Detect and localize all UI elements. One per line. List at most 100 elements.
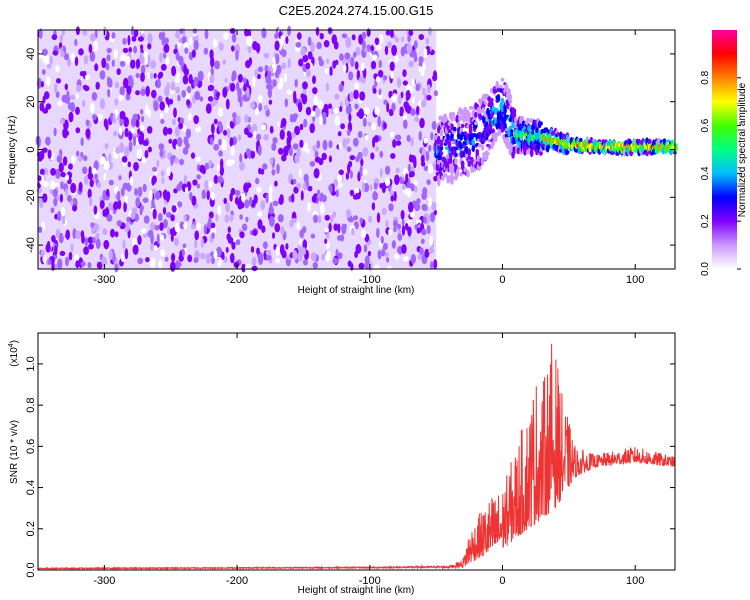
noise-cell [95, 238, 101, 249]
noise-cell [54, 83, 58, 94]
noise-cell [111, 59, 115, 67]
noise-cell [230, 159, 235, 165]
noise-cell [391, 240, 396, 249]
noise-cell [374, 178, 380, 184]
signal-cell [456, 121, 461, 128]
x-tick-label: -300 [93, 575, 115, 587]
noise-cell [122, 37, 127, 45]
noise-cell [220, 158, 224, 170]
noise-cell [427, 196, 432, 207]
signal-cell [478, 105, 482, 114]
noise-cell [272, 137, 278, 144]
noise-cell [401, 244, 407, 254]
noise-cell [235, 49, 239, 61]
noise-cell [137, 257, 144, 265]
noise-cell [153, 245, 158, 251]
signal-cell [544, 127, 549, 132]
noise-cell [281, 49, 287, 58]
noise-cell [305, 106, 312, 116]
noise-cell [300, 47, 307, 56]
noise-cell [213, 89, 217, 95]
noise-cell [118, 175, 122, 181]
noise-cell [312, 262, 318, 269]
noise-cell [373, 135, 379, 143]
noise-cell [383, 75, 388, 81]
noise-cell [326, 233, 330, 239]
noise-cell [324, 67, 330, 75]
noise-cell [400, 209, 405, 220]
signal-cell [444, 117, 449, 121]
noise-cell [137, 235, 142, 245]
noise-cell [54, 245, 58, 256]
noise-cell [378, 60, 382, 68]
noise-cell [185, 186, 189, 193]
noise-cell [115, 146, 121, 154]
noise-cell [161, 177, 165, 185]
noise-cell [258, 94, 263, 103]
noise-cell [83, 55, 89, 65]
noise-cell [332, 60, 337, 69]
snr-series-line [37, 343, 676, 571]
noise-cell [335, 249, 339, 257]
noise-cell [355, 243, 362, 254]
noise-cell [287, 132, 292, 142]
spectrogram-x-label: Height of straight line (km) [298, 285, 415, 296]
noise-cell [199, 164, 205, 173]
noise-cell [80, 230, 85, 238]
noise-cell [275, 245, 280, 256]
noise-cell [330, 106, 335, 115]
noise-cell [176, 72, 181, 82]
noise-cell [293, 186, 299, 194]
noise-cell [239, 96, 243, 108]
noise-cell [405, 90, 411, 100]
noise-cell [95, 81, 100, 90]
signal-cell [459, 171, 464, 177]
noise-cell [254, 68, 258, 78]
noise-cell [176, 136, 183, 147]
noise-cell [409, 154, 413, 163]
noise-cell [159, 52, 163, 63]
noise-cell [242, 96, 249, 102]
noise-cell [91, 92, 98, 101]
noise-cell [137, 186, 143, 197]
noise-cell [354, 82, 360, 90]
signal-cell [459, 143, 464, 150]
noise-cell [99, 156, 106, 165]
noise-cell [41, 48, 48, 56]
noise-cell [328, 155, 332, 163]
noise-cell [307, 36, 312, 46]
noise-cell [188, 74, 193, 84]
noise-cell [390, 131, 394, 139]
noise-cell [85, 74, 90, 81]
noise-cell [360, 158, 364, 167]
signal-cell [478, 131, 482, 136]
y-tick-label: -40 [25, 237, 37, 253]
noise-cell [416, 227, 421, 234]
noise-cell [208, 181, 213, 188]
noise-cell [108, 179, 114, 186]
noise-cell [411, 96, 415, 105]
noise-cell [82, 29, 88, 36]
noise-cell [372, 87, 377, 94]
noise-cell [217, 107, 224, 117]
noise-cell [103, 26, 107, 37]
noise-cell [105, 62, 110, 71]
noise-cell [42, 181, 49, 188]
noise-cell [413, 40, 418, 49]
noise-cell [52, 50, 58, 56]
noise-cell [391, 102, 396, 112]
noise-cell [332, 211, 337, 218]
noise-cell [301, 247, 306, 256]
noise-cell [298, 168, 302, 178]
noise-cell [70, 182, 77, 194]
noise-cell [80, 261, 86, 267]
noise-cell [107, 202, 114, 211]
noise-cell [190, 152, 196, 159]
noise-cell [112, 252, 116, 263]
noise-cell [337, 252, 343, 260]
noise-cell [423, 48, 428, 58]
noise-cell [415, 83, 420, 92]
signal-cell [547, 144, 551, 149]
noise-cell [216, 246, 222, 257]
noise-cell [428, 247, 435, 254]
